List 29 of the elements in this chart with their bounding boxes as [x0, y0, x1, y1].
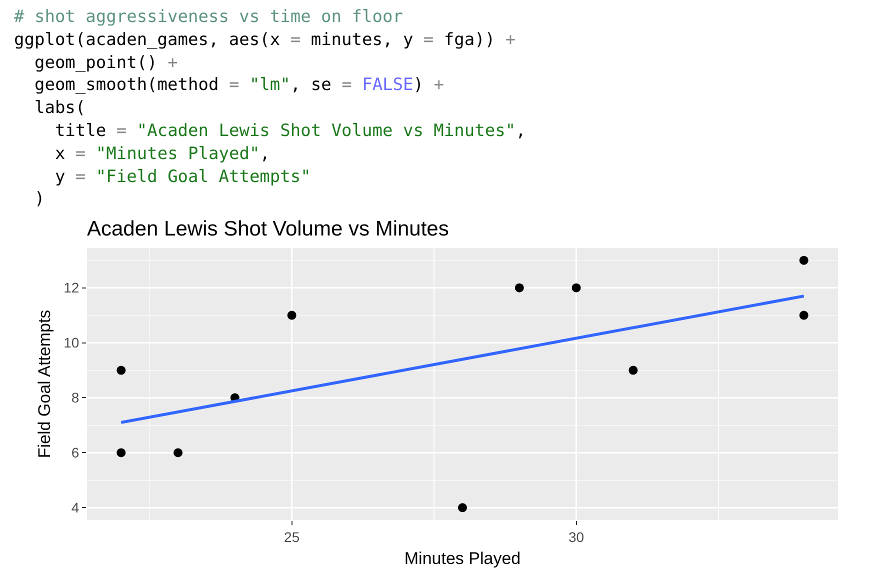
text: ) — [14, 189, 45, 209]
text: # shot aggressiveness vs time on floor — [14, 7, 403, 27]
text: title = "Acaden Lewis Shot Volume vs Minutes", — [14, 121, 526, 141]
point — [514, 283, 524, 292]
y-tick-label: 6 — [71, 444, 80, 461]
point — [116, 366, 126, 375]
text: x = "Minutes Played", — [14, 144, 270, 164]
point — [174, 448, 183, 458]
y-tick-label: 8 — [71, 390, 80, 406]
x-tick-label: 30 — [568, 528, 584, 545]
chart-title: Acaden Lewis Shot Volume vs Minutes — [87, 217, 449, 240]
point — [458, 503, 467, 512]
y-tick-label: 12 — [64, 280, 80, 296]
point — [799, 256, 808, 265]
point — [628, 366, 638, 375]
point — [572, 283, 581, 292]
text: geom_smooth(method = "lm", se = FALSE) + — [14, 75, 444, 95]
x-axis-title: Minutes Played — [404, 549, 521, 568]
point — [799, 310, 808, 320]
text: labs( — [14, 98, 86, 118]
y-axis-title: Field Goal Attempts — [35, 310, 54, 458]
y-tick-label: 10 — [64, 334, 80, 351]
y-tick-label: 4 — [71, 500, 80, 516]
text: y = "Field Goal Attempts" — [14, 167, 311, 187]
point — [287, 310, 296, 320]
x-tick-label: 25 — [284, 528, 300, 545]
point — [116, 448, 126, 458]
text: ggplot(acaden_games, aes(x = minutes, y = fga)) + — [14, 30, 516, 50]
text: geom_point() + — [14, 53, 178, 73]
